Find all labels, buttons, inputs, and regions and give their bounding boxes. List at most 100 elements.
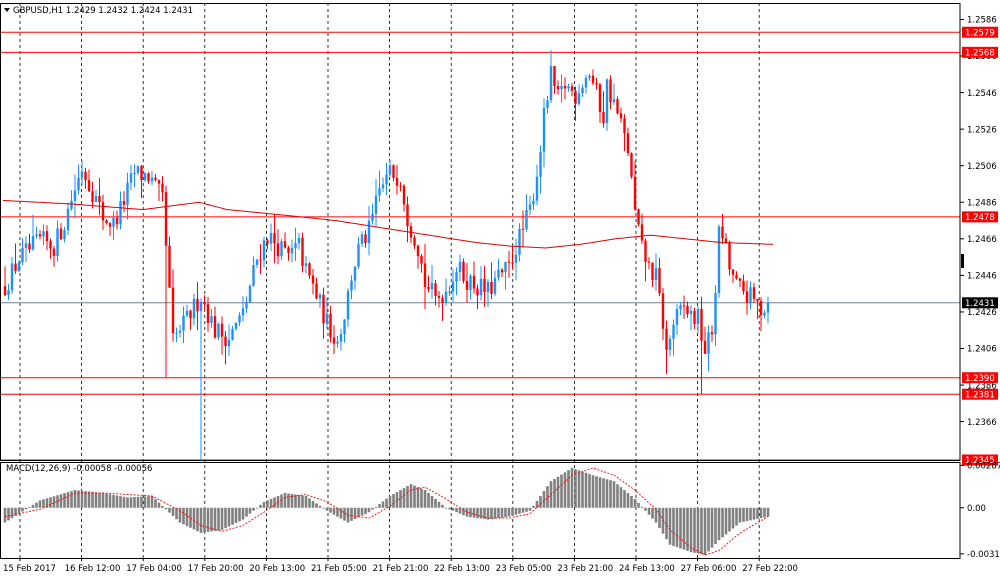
candle-bull [234, 322, 238, 329]
macd-bar [45, 498, 49, 508]
macd-bar [651, 507, 654, 519]
candle-bear [682, 305, 686, 307]
candle-bear [441, 298, 444, 303]
macd-bar [679, 507, 682, 549]
macd-bar [570, 467, 574, 508]
price-label-box [962, 454, 998, 466]
candle-bull [493, 277, 497, 294]
time-label: 20 Feb 13:00 [249, 564, 305, 574]
candle-bull [241, 308, 245, 316]
candle-bull [588, 75, 591, 78]
macd-bar [56, 495, 59, 508]
candle-bull [199, 302, 203, 312]
candle-bear [700, 308, 703, 341]
macd-bar [59, 494, 63, 508]
candle-bear [721, 226, 724, 239]
macd-bar [388, 495, 392, 508]
macd-bar [444, 507, 448, 509]
horizontal-levels[interactable] [0, 31, 960, 461]
macd-bar [287, 493, 290, 508]
candle-bull [182, 315, 185, 331]
candle-bull [339, 333, 343, 342]
price-label-text: 1.2345 [965, 456, 995, 466]
candle-bull [668, 338, 672, 350]
time-label: 22 Feb 13:00 [434, 564, 490, 574]
candle-bull [577, 93, 581, 104]
candle-bull [231, 328, 234, 340]
candle-bull [150, 177, 154, 182]
macd-panel-frame [0, 462, 961, 559]
candle-bear [626, 133, 630, 153]
scroll-handle[interactable] [961, 254, 964, 268]
macd-bar [171, 507, 175, 516]
macd-bar [448, 507, 451, 510]
macd-bar [371, 507, 374, 510]
candle-bull [584, 77, 588, 88]
candle-bear [703, 340, 707, 354]
candle-bear [161, 183, 164, 193]
candle-bear [329, 313, 332, 338]
macd-bar [521, 507, 525, 513]
macd-bar [374, 506, 378, 508]
price-label-text: 1.2431 [965, 299, 995, 309]
candle-bull [581, 87, 584, 94]
candle-bear [52, 248, 56, 256]
candle-bull [539, 151, 542, 177]
macd-bar [255, 507, 259, 509]
candle-bear [399, 185, 402, 187]
macd-bar [210, 507, 213, 532]
macd-bar [395, 492, 399, 508]
candle-bull [549, 65, 553, 101]
macd-bar [752, 507, 756, 520]
macd-bar [605, 479, 609, 508]
candle-bear [413, 237, 416, 246]
macd-bar [728, 507, 731, 532]
macd-bar [189, 507, 192, 528]
candle-bear [434, 283, 437, 296]
macd-bar [119, 496, 122, 508]
macd-bar [311, 500, 315, 508]
candle-bull [451, 281, 455, 292]
chart-menu-triangle-icon[interactable] [4, 8, 10, 12]
macd-bar [364, 507, 367, 514]
candle-bear [735, 274, 738, 279]
macd-bar [574, 469, 577, 508]
candle-bull [42, 231, 45, 237]
macd-bar [661, 507, 665, 534]
macd-bar [560, 474, 563, 508]
macd-bar [290, 494, 294, 508]
candle-bull [514, 254, 518, 263]
candle-bear [759, 300, 763, 316]
price-label-text: 1.2579 [965, 28, 995, 38]
macd-bar [241, 507, 245, 520]
time-label: 21 Feb 05:00 [311, 564, 367, 574]
candle-bull [479, 278, 483, 296]
macd-bar [672, 507, 675, 546]
macd-bar [458, 507, 462, 514]
candle-bull [504, 261, 507, 273]
candle-bear [472, 275, 476, 289]
candle-bull [94, 196, 98, 202]
macd-bar [511, 507, 514, 516]
candle-bear [483, 278, 486, 292]
candle-bull [749, 287, 752, 304]
candle-bull [63, 230, 66, 240]
macd-bar [269, 498, 273, 508]
candle-bear [728, 242, 731, 270]
macd-bar [476, 507, 479, 519]
macd-bar [759, 507, 763, 519]
macd-bar [714, 507, 717, 544]
candle-bear [213, 316, 217, 338]
candle-bull [304, 263, 308, 267]
macd-bar [514, 507, 518, 515]
macd-bar [63, 493, 66, 508]
candle-bull [567, 86, 570, 89]
tick-label: 1.2406 [967, 345, 997, 355]
macd-histogram [3, 467, 770, 556]
candle-bull [346, 290, 350, 320]
macd-bar [154, 499, 157, 508]
macd-bar [717, 507, 721, 541]
candle-bull [535, 176, 539, 201]
macd-bar [500, 507, 504, 518]
